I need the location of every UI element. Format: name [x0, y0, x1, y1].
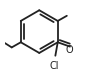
Text: Cl: Cl: [50, 61, 59, 71]
Text: O: O: [65, 45, 73, 55]
